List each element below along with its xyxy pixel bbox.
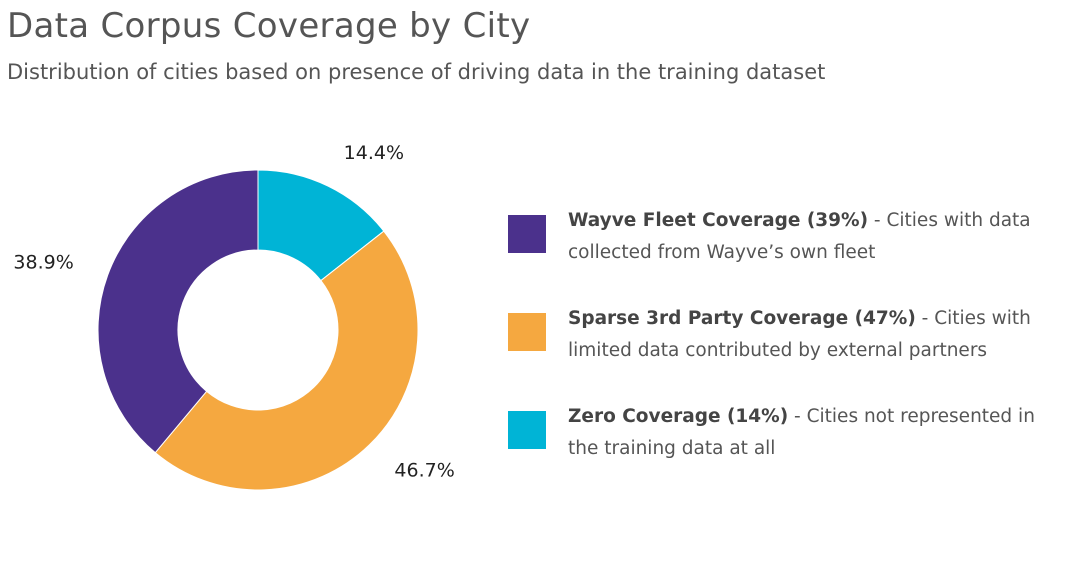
legend-swatch (508, 411, 546, 449)
chart-subtitle: Distribution of cities based on presence… (7, 60, 826, 84)
legend-swatch (508, 313, 546, 351)
chart-title: Data Corpus Coverage by City (7, 6, 531, 46)
legend-label: Sparse 3rd Party Coverage (47%) (568, 308, 916, 329)
legend-item-wayve-fleet: Wayve Fleet Coverage (39%) - Cities with… (508, 205, 1068, 303)
legend-item-zero-coverage: Zero Coverage (14%) - Cities not represe… (508, 401, 1068, 499)
legend-description: - Cities with limited data contributed b… (568, 308, 1031, 361)
legend-label: Wayve Fleet Coverage (39%) (568, 210, 869, 231)
donut-slice-sparse-3rd-party-coverage (154, 230, 419, 491)
slice-value-label: 46.7% (394, 459, 454, 481)
chart-legend: Wayve Fleet Coverage (39%) - Cities with… (508, 205, 1068, 499)
legend-description: - Cities not represented in the training… (568, 406, 1035, 459)
donut-chart: 14.4% 46.7% 38.9% (13, 142, 455, 491)
slice-value-label: 38.9% (13, 252, 73, 274)
legend-swatch (508, 215, 546, 253)
legend-description: - Cities with data collected from Wayve’… (568, 210, 1031, 263)
legend-item-sparse-3rd-party: Sparse 3rd Party Coverage (47%) - Cities… (508, 303, 1068, 401)
legend-label: Zero Coverage (14%) (568, 406, 789, 427)
slice-value-label: 14.4% (344, 142, 404, 164)
donut-slice-wayve-fleet-coverage (97, 169, 259, 454)
